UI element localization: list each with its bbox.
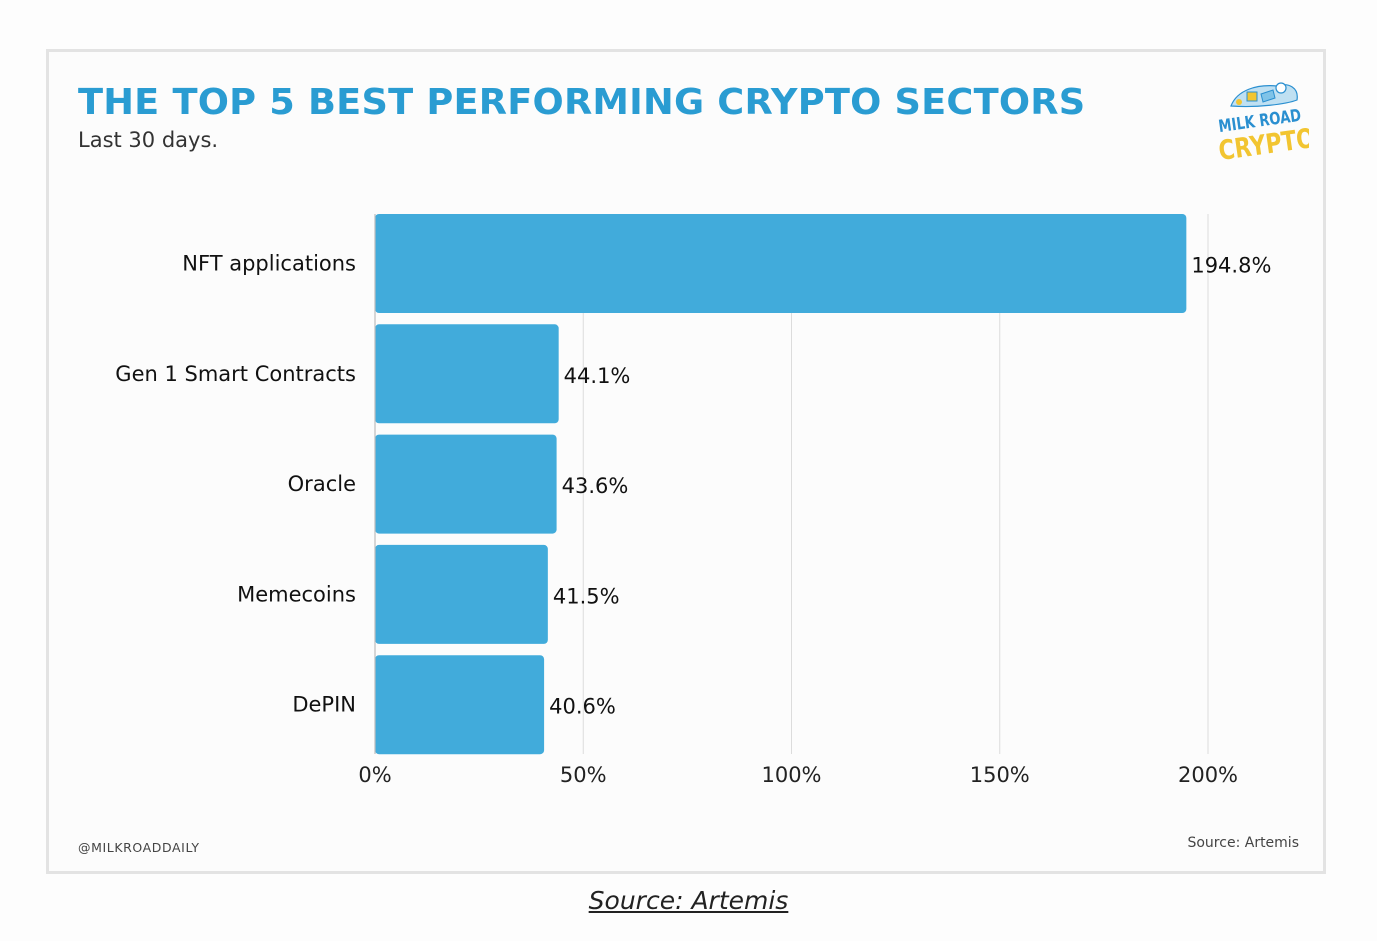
category-labels: NFT applications Gen 1 Smart Contracts Ora… [115, 252, 356, 717]
bar [375, 324, 559, 424]
value-label: 40.6% [549, 695, 616, 719]
category-label: NFT applications [182, 252, 356, 276]
x-tick-label: 200% [1178, 763, 1238, 787]
value-label: 41.5% [553, 584, 620, 608]
chart-subtitle: Last 30 days. [78, 128, 219, 152]
source-caption: Source: Artemis [588, 886, 789, 915]
logo-illustration [1230, 82, 1298, 108]
x-tick-label: 0% [358, 763, 391, 787]
bar [375, 214, 1187, 313]
milk-road-crypto-logo: MILK ROAD CRYPTO [1217, 82, 1309, 164]
category-label: Oracle [288, 472, 356, 496]
bar [375, 544, 548, 644]
chart-card: THE TOP 5 BEST PERFORMING CRYPTO SECTORS… [46, 49, 1326, 874]
value-label: 43.6% [562, 474, 629, 498]
category-label: Memecoins [237, 582, 356, 606]
value-label: 44.1% [564, 364, 631, 388]
value-labels: 194.8% 44.1% 43.6% 41.5% 40.6% [549, 254, 1271, 719]
social-handle: @MILKROADDAILY [78, 840, 200, 855]
category-label: Gen 1 Smart Contracts [115, 362, 356, 386]
x-tick-label: 50% [560, 763, 607, 787]
bar [375, 434, 557, 534]
chart-title: THE TOP 5 BEST PERFORMING CRYPTO SECTORS [78, 82, 1086, 123]
bars [375, 214, 1187, 755]
x-tick-labels: 0% 50% 100% 150% 200% [358, 763, 1238, 787]
x-tick-label: 100% [761, 763, 821, 787]
value-label: 194.8% [1191, 254, 1271, 278]
bar [375, 655, 545, 755]
x-tick-label: 150% [970, 763, 1030, 787]
source-note: Source: Artemis [1187, 835, 1299, 851]
category-label: DePIN [292, 693, 356, 717]
